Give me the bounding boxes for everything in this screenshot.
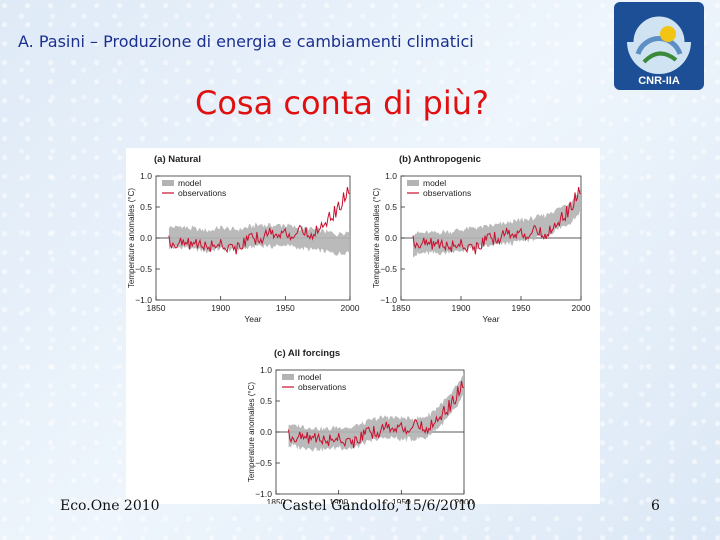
legend-swatch-model xyxy=(282,374,294,380)
x-axis-label: Year xyxy=(482,314,499,324)
legend-label-model: model xyxy=(423,178,446,188)
legend-label-model: model xyxy=(178,178,201,188)
x-tick-label: 1850 xyxy=(147,303,166,313)
y-tick-label: 0.5 xyxy=(260,396,272,406)
x-tick-label: 1900 xyxy=(211,303,230,313)
slide-title: Cosa conta di più? xyxy=(195,84,489,122)
model-series-band xyxy=(413,190,581,258)
x-tick-label: 2000 xyxy=(572,303,591,313)
observations-series-line xyxy=(168,186,351,255)
chart-panel-2: (b) Anthropogenic −1.0 −0.5 0.0 0.5 1.0 1850 19… xyxy=(372,154,591,324)
y-tick-label: 0.0 xyxy=(260,427,272,437)
legend-label-observations: observations xyxy=(423,188,471,198)
y-tick-label: 1.0 xyxy=(385,171,397,181)
x-tick-label: 1900 xyxy=(329,497,348,504)
y-tick-label: −0.5 xyxy=(135,264,152,274)
y-tick-label: 1.0 xyxy=(140,171,152,181)
y-tick-label: −1.0 xyxy=(135,295,152,305)
x-axis-label: Year xyxy=(244,314,261,324)
chart-panel-1: (a) Natural −1.0 −0.5 0.0 0.5 1.0 1850 1900 1950… xyxy=(127,154,360,324)
x-tick-label: 2000 xyxy=(455,497,474,504)
logo-label: CNR-IIA xyxy=(638,75,680,87)
cnr-iia-logo: CNR-IIA xyxy=(614,2,704,90)
y-tick-label: 0.0 xyxy=(140,233,152,243)
y-tick-label: −0.5 xyxy=(255,458,272,468)
observations-series-line xyxy=(412,187,582,255)
legend-swatch-model xyxy=(407,180,419,186)
y-axis-label: Temperature anomalies (°C) xyxy=(247,382,256,482)
observations-series-line xyxy=(288,381,465,449)
y-tick-label: 0.0 xyxy=(385,233,397,243)
x-tick-label: 1900 xyxy=(452,303,471,313)
legend-swatch-model xyxy=(162,180,174,186)
model-series-band xyxy=(288,373,464,452)
y-tick-label: 1.0 xyxy=(260,365,272,375)
temperature-anomalies-figure: (a) Natural −1.0 −0.5 0.0 0.5 1.0 1850 1900 1950… xyxy=(126,148,600,518)
model-series-band xyxy=(168,222,350,256)
panel-title: (c) All forcings xyxy=(274,348,340,359)
x-tick-label: 1950 xyxy=(392,497,411,504)
x-tick-label: 1850 xyxy=(267,497,286,504)
y-axis-label: Temperature anomalies (°C) xyxy=(127,188,136,288)
footer-event: Eco.One 2010 xyxy=(60,498,160,514)
slide-header: A. Pasini – Produzione di energia e camb… xyxy=(18,32,474,51)
legend-label-observations: observations xyxy=(298,382,346,392)
panel-title: (b) Anthropogenic xyxy=(399,154,481,165)
footer-location-date: Castel Gandolfo, 15/6/2010 xyxy=(282,498,476,514)
legend-label-model: model xyxy=(298,372,321,382)
x-tick-label: 1950 xyxy=(276,303,295,313)
footer-page-number: 6 xyxy=(651,498,660,514)
x-tick-label: 2000 xyxy=(341,303,360,313)
x-tick-label: 1850 xyxy=(392,303,411,313)
y-tick-label: −1.0 xyxy=(255,489,272,499)
y-tick-label: −1.0 xyxy=(380,295,397,305)
y-tick-label: 0.5 xyxy=(140,202,152,212)
legend-label-observations: observations xyxy=(178,188,226,198)
x-tick-label: 1950 xyxy=(512,303,531,313)
y-axis-label: Temperature anomalies (°C) xyxy=(372,188,381,288)
panel-title: (a) Natural xyxy=(154,154,201,165)
y-tick-label: −0.5 xyxy=(380,264,397,274)
y-tick-label: 0.5 xyxy=(385,202,397,212)
